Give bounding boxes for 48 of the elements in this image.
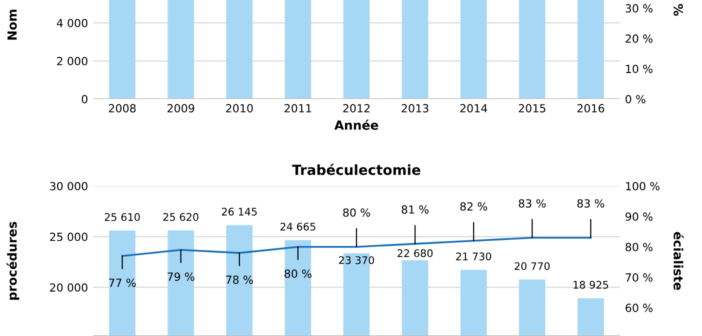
y-tick-label: 0	[82, 94, 88, 104]
y-tick-label: 2 000	[57, 56, 88, 66]
data-label: 25 610	[104, 213, 140, 222]
x-tick-label: 2009	[168, 104, 194, 112]
data-label: 82 %	[460, 202, 488, 211]
x-tick-label: 2015	[518, 104, 546, 112]
y-tick-label: 25 000	[50, 232, 88, 242]
data-label: 81 %	[402, 205, 429, 214]
y-tick-label: 4 000	[56, 18, 88, 28]
x-tick-label: 2010	[226, 104, 253, 112]
chart-title: Trabéculectomie	[292, 164, 420, 176]
y2-axis-title: écialiste	[674, 232, 684, 290]
data-label: 21 730	[456, 252, 492, 260]
y-axis-title: Nom	[8, 10, 17, 40]
data-label: 83 %	[577, 199, 604, 208]
data-label: 25 620	[163, 213, 198, 221]
y2-tick-label: 60 %	[626, 304, 652, 312]
data-label: 18 925	[574, 280, 608, 289]
x-tick-label: 2013	[402, 104, 428, 112]
data-label: 80 %	[343, 208, 370, 217]
y2-tick-label: 100 %	[626, 182, 660, 190]
y2-tick-label: 20 %	[626, 34, 652, 43]
y2-tick-label: 90 %	[626, 212, 652, 221]
x-tick-label: 2014	[460, 104, 488, 112]
x-axis-title: Année	[334, 120, 378, 130]
y2-tick-label: 80 %	[626, 242, 652, 252]
x-tick-label: 2012	[343, 104, 370, 112]
y2-tick-label: 10 %	[626, 64, 652, 74]
y-tick-label: 30 000	[50, 182, 88, 190]
data-label: 79 %	[168, 272, 194, 281]
data-label: 24 665	[280, 222, 316, 231]
y-axis-title: procédures	[6, 222, 20, 300]
data-label: 20 770	[514, 262, 550, 270]
data-label: 78 %	[226, 276, 253, 284]
y2-tick-label: 0 %	[626, 94, 646, 104]
data-label: 80 %	[284, 269, 312, 278]
y2-axis-title: %	[674, 4, 684, 16]
x-tick-label: 2008	[108, 104, 136, 112]
data-label: 22 680	[398, 249, 433, 258]
x-tick-label: 2011	[284, 104, 312, 112]
y2-tick-label: 30 %	[626, 4, 652, 13]
y-tick-label: 20 000	[50, 283, 88, 292]
data-label: 83 %	[518, 199, 546, 208]
data-label: 23 370	[339, 256, 374, 264]
y2-tick-label: 70 %	[626, 273, 652, 282]
x-tick-label: 2016	[577, 104, 604, 112]
data-label: 26 145	[222, 208, 257, 216]
data-label: 77 %	[109, 278, 136, 287]
